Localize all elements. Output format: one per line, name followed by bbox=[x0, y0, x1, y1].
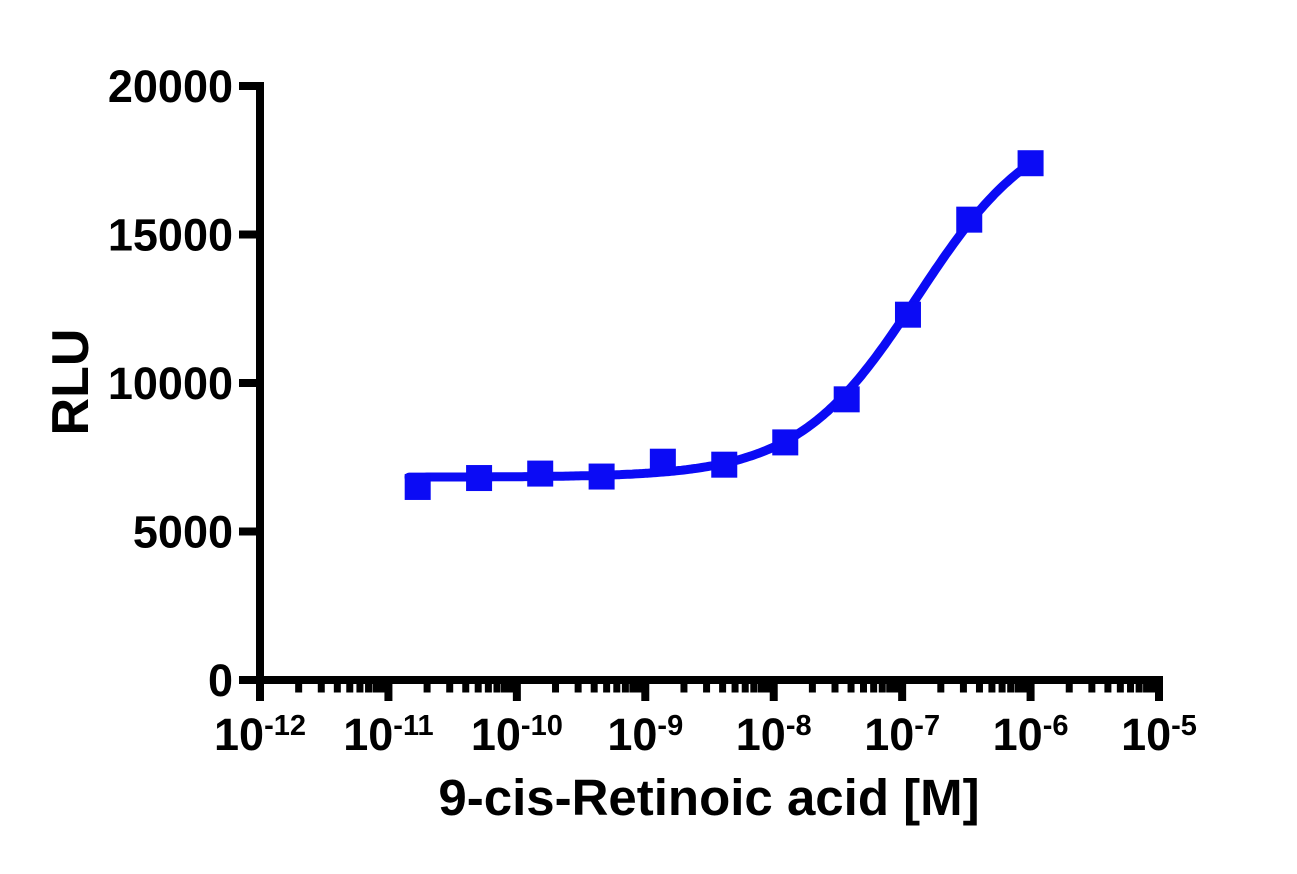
x-tick-label: 10-7 bbox=[864, 709, 940, 760]
data-point-marker bbox=[772, 429, 799, 456]
y-axis-title: RLU bbox=[42, 329, 100, 436]
y-tick-label: 20000 bbox=[108, 61, 233, 112]
data-point-marker bbox=[833, 386, 860, 413]
fit-curve-line bbox=[404, 158, 1036, 482]
y-axis-ticks bbox=[239, 82, 260, 684]
data-point-marker bbox=[1017, 150, 1044, 177]
x-tick-label: 10-6 bbox=[993, 709, 1069, 760]
x-tick-label: 10-12 bbox=[214, 709, 306, 760]
x-tick-label: 10-9 bbox=[607, 709, 683, 760]
y-axis-tick-labels: 0 5000 10000 15000 20000 bbox=[108, 61, 233, 706]
x-tick-label: 10-8 bbox=[736, 709, 812, 760]
y-tick-label: 10000 bbox=[108, 358, 233, 409]
x-axis-major-ticks bbox=[256, 680, 1164, 701]
axes bbox=[239, 82, 1164, 701]
x-tick-label: 10-5 bbox=[1121, 709, 1197, 760]
data-point-marker bbox=[956, 206, 983, 233]
data-point-marker bbox=[588, 463, 615, 490]
x-axis-title: 9-cis-Retinoic acid [M] bbox=[438, 769, 979, 826]
data-point-marker bbox=[894, 301, 921, 328]
data-point-markers bbox=[404, 150, 1044, 500]
data-point-marker bbox=[711, 451, 738, 478]
data-series bbox=[404, 150, 1044, 500]
x-tick-label: 10-10 bbox=[471, 709, 563, 760]
data-point-marker bbox=[527, 460, 554, 487]
data-point-marker bbox=[404, 473, 431, 500]
x-axis-minor-ticks bbox=[295, 680, 1157, 693]
y-tick-label: 5000 bbox=[133, 507, 233, 558]
x-tick-label: 10-11 bbox=[343, 709, 433, 760]
data-point-marker bbox=[649, 448, 676, 475]
x-axis-tick-labels: 10-12 10-11 10-10 10-9 10-8 10-7 10-6 10-5 bbox=[214, 709, 1197, 760]
data-point-marker bbox=[466, 465, 493, 492]
y-tick-label: 0 bbox=[208, 655, 233, 706]
y-tick-label: 15000 bbox=[108, 210, 233, 261]
